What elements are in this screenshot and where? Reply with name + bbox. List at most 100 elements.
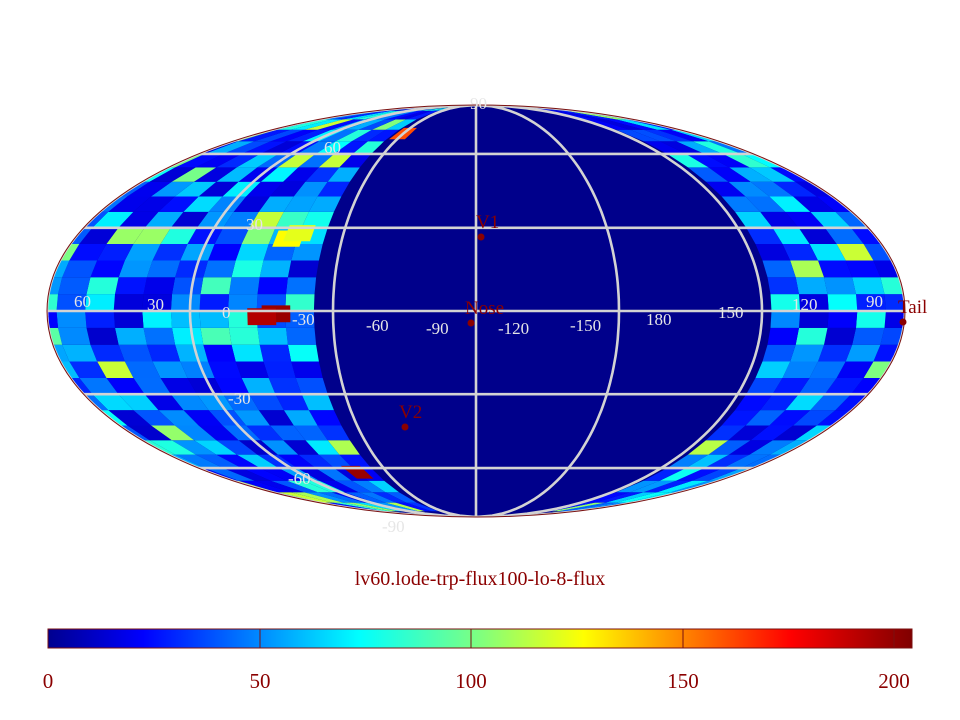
flux-cell (942, 311, 960, 328)
flux-cell (194, 440, 237, 455)
flux-cell (160, 378, 197, 395)
flux-cell (319, 480, 359, 493)
flux-cell (760, 394, 799, 411)
flux-cell (69, 361, 107, 378)
marker-v2: V2 (399, 402, 422, 431)
flux-cell (888, 410, 905, 426)
flux-cell (811, 167, 862, 182)
flux-cell (200, 277, 232, 295)
flux-cell (352, 141, 385, 154)
flux-cell (704, 153, 750, 168)
flux-cell (286, 129, 332, 142)
flux-cell (275, 394, 309, 411)
flux-cell (809, 361, 846, 378)
flux-cell (200, 327, 232, 345)
flux-cell (146, 260, 181, 278)
flux-cell (318, 153, 353, 168)
flux-cell (371, 119, 407, 130)
flux-cell (395, 502, 432, 512)
flux-cell (929, 261, 960, 278)
flux-cell (936, 394, 960, 410)
flux-cell (692, 468, 742, 481)
flux-cell (643, 129, 693, 142)
flux-cell (657, 480, 709, 493)
flux-cell (793, 196, 836, 212)
flux-cell (692, 141, 742, 154)
flux-cell (657, 129, 709, 142)
flux-cell (888, 196, 905, 212)
flux-cell (235, 361, 269, 378)
flux-cell (285, 311, 315, 328)
flux-cell (196, 394, 234, 411)
flux-cell (208, 196, 247, 212)
flux-cell (241, 227, 276, 244)
flux-cell (327, 440, 360, 455)
flux-cell (351, 480, 386, 493)
flux-cell (615, 492, 671, 503)
flux-cell (47, 211, 84, 228)
flux-cell (260, 167, 299, 182)
flux-cell (287, 260, 319, 278)
flux-cell (769, 410, 811, 426)
flux-cell (722, 153, 770, 168)
flux-cell (884, 181, 905, 197)
flux-cell (97, 244, 134, 261)
flux-cell (133, 196, 175, 212)
flux-cell (297, 468, 336, 481)
flux-cell (241, 141, 287, 154)
flux-cell (90, 260, 125, 278)
flux-cell (149, 167, 196, 182)
flux-cell (198, 425, 239, 441)
flux-cell (204, 141, 255, 154)
marker-tail-dot (899, 318, 907, 326)
marker-v1-label: V1 (476, 212, 499, 233)
marker-nose-label: Nose (465, 298, 504, 319)
flux-cell (385, 502, 425, 512)
flux-cell (704, 454, 750, 469)
flux-cell (912, 410, 960, 425)
flux-cell (685, 153, 729, 168)
flux-cell (0, 228, 40, 244)
flux-cell (286, 480, 332, 493)
flux-cell (335, 129, 372, 142)
flux-cell (831, 440, 885, 455)
flux-cell (258, 196, 294, 212)
flux-cell (901, 260, 905, 278)
flux-cell (750, 181, 794, 197)
flux-cell (223, 211, 259, 228)
flux-cell (79, 378, 119, 395)
flux-cell (839, 181, 889, 197)
flux-cell (304, 119, 354, 130)
flux-cell (799, 311, 829, 328)
flux-cell (778, 454, 832, 469)
flux-cell (856, 294, 886, 311)
flux-cell (55, 181, 105, 197)
flux-cell (767, 277, 799, 295)
lon-label-60: 60 (74, 292, 91, 311)
flux-cell (144, 394, 184, 411)
flux-cell (115, 327, 147, 345)
flux-cell (769, 196, 811, 212)
flux-cell (374, 110, 419, 120)
flux-cell (750, 425, 794, 441)
flux-cell (668, 492, 739, 503)
flux-cell (785, 211, 825, 228)
flux-cell (836, 361, 874, 378)
map-title: lv60.lode-trp-flux100-lo-8-flux (355, 568, 606, 590)
flux-cell (158, 196, 199, 212)
flux-cell (58, 196, 104, 212)
flux-cell (290, 492, 344, 503)
flux-cell (856, 311, 886, 328)
markers: V1 Nose V2 Tail (399, 212, 927, 431)
flux-cell (643, 480, 693, 493)
flux-cell (721, 410, 761, 426)
flux-cell (293, 181, 328, 197)
flux-cell (735, 211, 773, 228)
flux-cell-highlight (247, 308, 277, 326)
flux-cell (778, 153, 832, 168)
flux-cell (956, 228, 960, 244)
flux-cell (260, 141, 303, 154)
flux-cell (317, 181, 350, 197)
flux-cell (745, 196, 786, 212)
flux-cell (385, 119, 417, 130)
